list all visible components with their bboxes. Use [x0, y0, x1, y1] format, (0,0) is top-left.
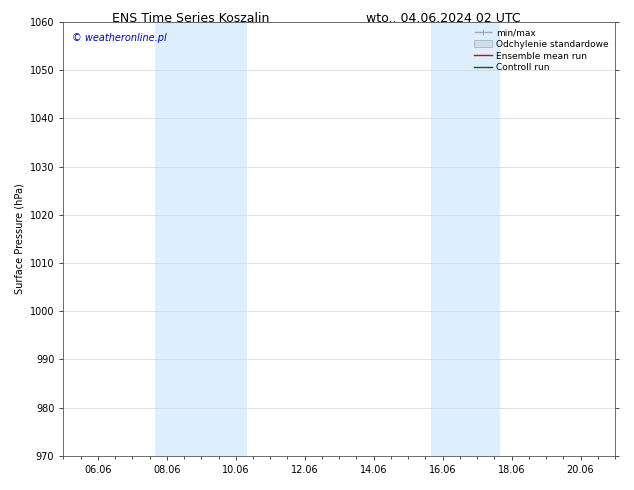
Legend: min/max, Odchylenie standardowe, Ensemble mean run, Controll run: min/max, Odchylenie standardowe, Ensembl… — [471, 25, 612, 76]
Bar — [431, 22, 500, 456]
Bar — [155, 22, 247, 456]
Y-axis label: Surface Pressure (hPa): Surface Pressure (hPa) — [14, 183, 24, 294]
Text: ENS Time Series Koszalin: ENS Time Series Koszalin — [112, 12, 269, 25]
Text: wto.. 04.06.2024 02 UTC: wto.. 04.06.2024 02 UTC — [366, 12, 521, 25]
Text: © weatheronline.pl: © weatheronline.pl — [72, 33, 166, 43]
